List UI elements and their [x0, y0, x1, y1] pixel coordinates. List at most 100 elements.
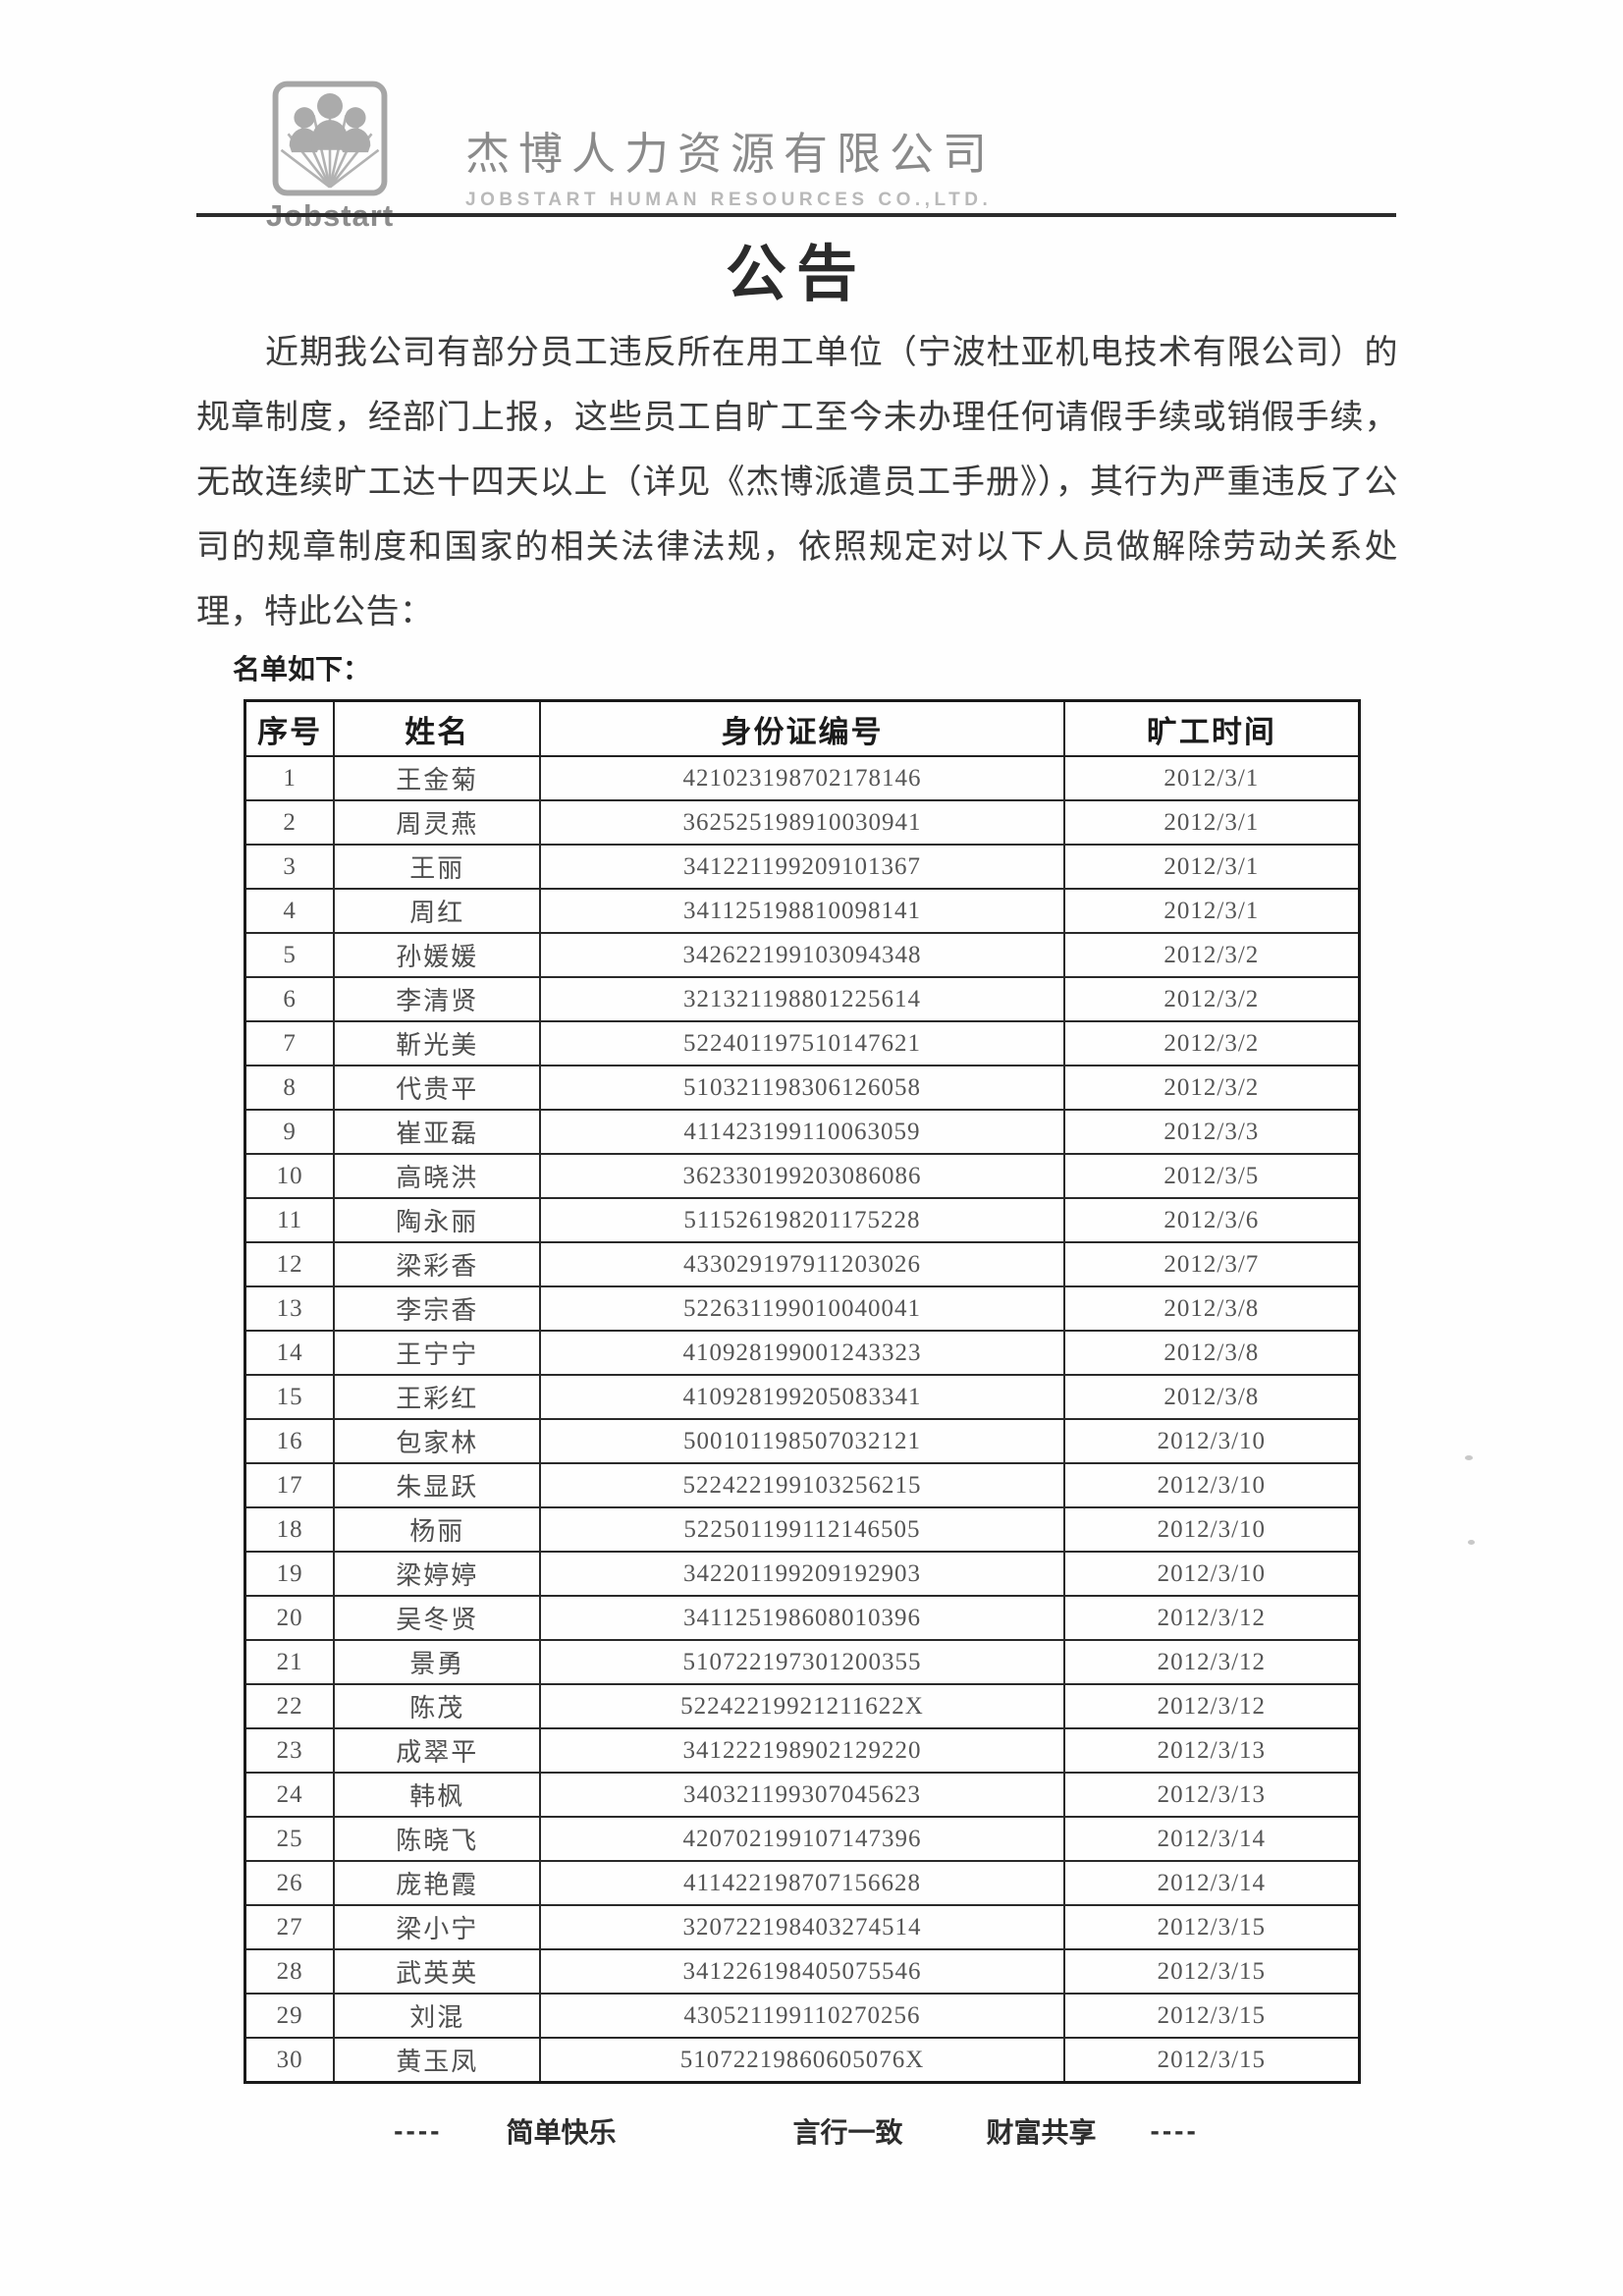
table-row: 6 李清贤 321321198801225614 2012/3/2 [243, 976, 1361, 1022]
id-cell: 410928199001243323 [539, 1330, 1065, 1376]
name-cell: 孙媛媛 [333, 932, 542, 978]
id-cell: 341125198608010396 [539, 1595, 1065, 1641]
seq-cell: 10 [243, 1153, 336, 1199]
table-row: 20 吴冬贤 341125198608010396 2012/3/12 [243, 1595, 1361, 1641]
date-cell: 2012/3/2 [1062, 976, 1361, 1022]
name-cell: 陈茂 [333, 1683, 542, 1729]
name-cell: 朱显跃 [333, 1462, 542, 1508]
name-cell: 梁婷婷 [333, 1551, 542, 1597]
date-cell: 2012/3/15 [1062, 1948, 1361, 1995]
seq-cell: 4 [243, 888, 336, 934]
footer-slogan-1: 简单快乐 [506, 2117, 617, 2148]
header-divider [196, 213, 1396, 217]
id-cell: 421023198702178146 [539, 755, 1065, 801]
name-cell: 黄玉凤 [333, 2037, 542, 2084]
name-cell: 王丽 [333, 844, 542, 890]
table-row: 12 梁彩香 433029197911203026 2012/3/7 [243, 1241, 1361, 1287]
table-row: 29 刘混 430521199110270256 2012/3/15 [243, 1993, 1361, 2039]
table-row: 24 韩枫 340321199307045623 2012/3/13 [243, 1772, 1361, 1818]
company-name-chinese: 杰博人力资源有限公司 [465, 129, 997, 179]
id-cell: 342622199103094348 [539, 932, 1065, 978]
page-title: 公告 [725, 242, 867, 308]
column-header: 序号 [243, 699, 336, 757]
name-cell: 杨丽 [333, 1506, 542, 1553]
name-cell: 梁彩香 [333, 1241, 542, 1287]
id-cell: 433029197911203026 [539, 1241, 1065, 1287]
date-cell: 2012/3/2 [1062, 1020, 1361, 1066]
seq-cell: 30 [243, 2037, 336, 2084]
date-cell: 2012/3/2 [1062, 932, 1361, 978]
seq-cell: 8 [243, 1065, 336, 1111]
name-cell: 刘混 [333, 1993, 542, 2039]
seq-cell: 20 [243, 1595, 336, 1641]
id-cell: 522501199112146505 [539, 1506, 1065, 1553]
date-cell: 2012/3/10 [1062, 1551, 1361, 1597]
id-cell: 342201199209192903 [539, 1551, 1065, 1597]
id-cell: 341222198902129220 [539, 1727, 1065, 1774]
date-cell: 2012/3/15 [1062, 1904, 1361, 1950]
announcement-body: 近期我公司有部分员工违反所在用工单位（宁波杜亚机电技术有限公司）的规章制度，经部… [196, 335, 1398, 630]
table-body: 1 王金菊 421023198702178146 2012/3/1 2 周灵燕 362525… [243, 755, 1361, 2084]
table-row: 14 王宁宁 410928199001243323 2012/3/8 [243, 1330, 1361, 1376]
seq-cell: 17 [243, 1462, 336, 1508]
id-cell: 341221199209101367 [539, 844, 1065, 890]
date-cell: 2012/3/13 [1062, 1772, 1361, 1818]
date-cell: 2012/3/8 [1062, 1374, 1361, 1420]
roster-table: 序号 姓名 身份证编号 旷工时间 1 王金菊 421023198702178146 2012… [243, 699, 1361, 2084]
list-label: 名单如下： [233, 654, 371, 684]
seq-cell: 16 [243, 1418, 336, 1464]
seq-cell: 15 [243, 1374, 336, 1420]
name-cell: 吴冬贤 [333, 1595, 542, 1641]
table-row: 18 杨丽 522501199112146505 2012/3/10 [243, 1506, 1361, 1553]
id-cell: 511526198201175228 [539, 1197, 1065, 1243]
seq-cell: 28 [243, 1948, 336, 1995]
name-cell: 包家林 [333, 1418, 542, 1464]
seq-cell: 24 [243, 1772, 336, 1818]
seq-cell: 27 [243, 1904, 336, 1950]
date-cell: 2012/3/12 [1062, 1639, 1361, 1685]
id-cell: 510722197301200355 [539, 1639, 1065, 1685]
name-cell: 周灵燕 [333, 799, 542, 846]
id-cell: 52242219921211622X [539, 1683, 1065, 1729]
table-row: 10 高晓洪 362330199203086086 2012/3/5 [243, 1153, 1361, 1199]
table-row: 16 包家林 500101198507032121 2012/3/10 [243, 1418, 1361, 1464]
table-row: 22 陈茂 52242219921211622X 2012/3/12 [243, 1683, 1361, 1729]
date-cell: 2012/3/5 [1062, 1153, 1361, 1199]
seq-cell: 1 [243, 755, 336, 801]
id-cell: 341226198405075546 [539, 1948, 1065, 1995]
name-cell: 陈晓飞 [333, 1816, 542, 1862]
date-cell: 2012/3/10 [1062, 1418, 1361, 1464]
id-cell: 340321199307045623 [539, 1772, 1065, 1818]
jobstart-logo-icon [251, 81, 408, 196]
name-cell: 王彩红 [333, 1374, 542, 1420]
id-cell: 522422199103256215 [539, 1462, 1065, 1508]
id-cell: 411423199110063059 [539, 1109, 1065, 1155]
id-cell: 51072219860605076X [539, 2037, 1065, 2084]
seq-cell: 29 [243, 1993, 336, 2039]
seq-cell: 26 [243, 1860, 336, 1906]
name-cell: 王宁宁 [333, 1330, 542, 1376]
id-cell: 510321198306126058 [539, 1065, 1065, 1111]
seq-cell: 25 [243, 1816, 336, 1862]
date-cell: 2012/3/3 [1062, 1109, 1361, 1155]
seq-cell: 19 [243, 1551, 336, 1597]
name-cell: 李清贤 [333, 976, 542, 1022]
company-logo: Jobstart [251, 81, 408, 234]
seq-cell: 2 [243, 799, 336, 846]
id-cell: 341125198810098141 [539, 888, 1065, 934]
id-cell: 500101198507032121 [539, 1418, 1065, 1464]
name-cell: 崔亚磊 [333, 1109, 542, 1155]
seq-cell: 9 [243, 1109, 336, 1155]
name-cell: 高晓洪 [333, 1153, 542, 1199]
date-cell: 2012/3/13 [1062, 1727, 1361, 1774]
seq-cell: 6 [243, 976, 336, 1022]
table-row: 序号 姓名 身份证编号 旷工时间 [243, 699, 1361, 757]
table-row: 2 周灵燕 362525198910030941 2012/3/1 [243, 799, 1361, 846]
name-cell: 成翠平 [333, 1727, 542, 1774]
id-cell: 411422198707156628 [539, 1860, 1065, 1906]
id-cell: 362525198910030941 [539, 799, 1065, 846]
date-cell: 2012/3/1 [1062, 755, 1361, 801]
column-header: 身份证编号 [539, 699, 1065, 757]
name-cell: 周红 [333, 888, 542, 934]
